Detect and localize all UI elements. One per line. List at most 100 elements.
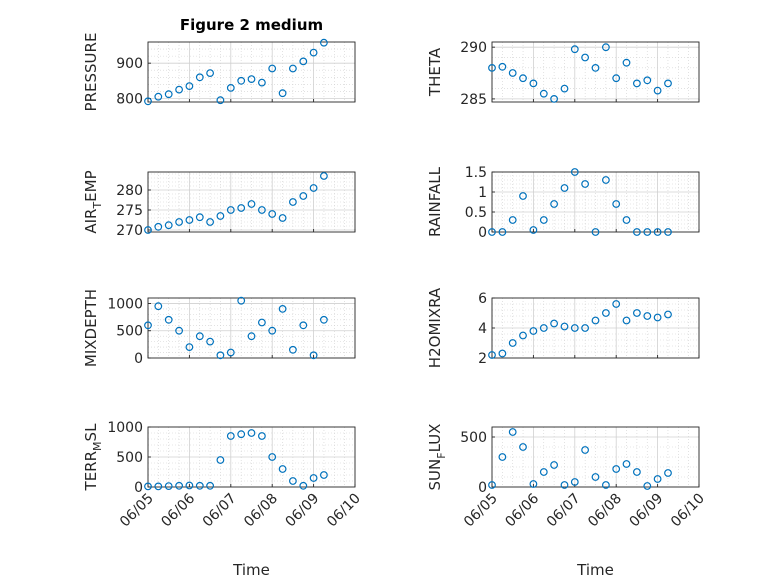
y-tick-label: 0 [478, 225, 487, 241]
figure-title: Figure 2 medium [180, 16, 323, 34]
y-tick-label: 6 [478, 291, 487, 307]
data-point [299, 321, 308, 330]
data-point [258, 318, 266, 327]
data-point [206, 218, 215, 226]
y-tick-label: 280 [116, 183, 143, 199]
data-point [195, 481, 204, 490]
y-tick-label: 1 [478, 185, 487, 201]
data-point [633, 228, 641, 236]
subplot-theta: 285 290 THETA [426, 40, 700, 108]
axes-box [147, 171, 356, 233]
data-point [195, 213, 204, 222]
y-tick-label: 285 [460, 92, 487, 108]
data-point [206, 69, 215, 77]
data-point [237, 430, 246, 439]
data-point [529, 327, 538, 335]
data-point [508, 69, 517, 77]
data-point [154, 222, 163, 231]
data-point [216, 96, 225, 105]
data-point [529, 480, 538, 488]
data-point [268, 453, 277, 461]
data-point [175, 481, 184, 490]
y-axis-label: TERRMSL [82, 423, 104, 492]
y-tick-label: 0 [478, 480, 487, 496]
data-point [643, 76, 652, 85]
data-series [144, 38, 328, 106]
y-axis-label: PRESSURE [82, 33, 100, 112]
data-point [664, 79, 672, 88]
data-point [612, 300, 621, 308]
data-point [519, 331, 527, 340]
y-axis-label: H2OMIXRA [426, 287, 444, 368]
data-point [570, 168, 579, 176]
x-axis-label: Time [232, 561, 270, 579]
y-tick-label: 1.5 [465, 165, 487, 181]
data-point [529, 79, 538, 88]
data-point [550, 319, 558, 328]
data-point [144, 97, 152, 106]
data-point [602, 43, 610, 52]
data-point [226, 348, 235, 357]
data-point [581, 446, 589, 454]
data-series [488, 168, 672, 236]
data-point [144, 226, 152, 234]
data-point [488, 351, 496, 359]
axes-box [491, 426, 700, 488]
data-point [539, 324, 548, 332]
data-point [560, 322, 569, 331]
data-point [237, 204, 246, 212]
data-point [602, 481, 610, 489]
data-point [622, 58, 631, 67]
subplot-air: 270 275 280 AIRTEMP [82, 170, 356, 239]
data-point [633, 309, 641, 317]
data-point [164, 482, 173, 491]
data-point [570, 324, 579, 332]
data-point [622, 460, 631, 468]
y-tick-label: 275 [116, 203, 143, 219]
data-point [581, 180, 589, 188]
data-point [164, 221, 173, 230]
data-series [144, 296, 328, 360]
data-point [195, 73, 204, 82]
data-point [309, 48, 318, 57]
y-tick-label: 500 [460, 430, 487, 446]
data-point [247, 200, 256, 208]
subplot-pressure: 800 900 PRESSURE Figure 2 medium [82, 16, 356, 112]
data-point [550, 461, 558, 469]
y-tick-label: 4 [478, 321, 487, 337]
data-series [144, 172, 328, 234]
data-point [278, 465, 287, 473]
data-point [508, 216, 517, 224]
data-point [653, 475, 662, 483]
data-point [560, 84, 569, 93]
data-point [278, 214, 287, 222]
data-point [560, 184, 569, 192]
data-point [309, 351, 318, 360]
y-axis-label: MIXDEPTH [82, 289, 100, 367]
data-point [175, 218, 184, 226]
data-point [539, 216, 548, 224]
data-point [268, 64, 277, 73]
data-point [216, 212, 225, 220]
data-point [643, 312, 652, 320]
y-tick-label: 0 [134, 351, 143, 367]
data-point [539, 89, 548, 98]
data-point [320, 38, 328, 47]
y-axis-label: SUNFLUX [426, 424, 448, 491]
data-point [519, 443, 527, 451]
data-point [268, 326, 277, 335]
data-point [488, 481, 496, 489]
data-point [508, 428, 517, 436]
data-point [591, 316, 600, 325]
data-point [529, 226, 538, 234]
axes-box [491, 41, 700, 103]
data-point [185, 216, 194, 224]
data-point [550, 200, 558, 208]
data-point [539, 468, 548, 476]
axes-box [491, 171, 700, 233]
data-point [633, 79, 641, 88]
y-tick-label: 270 [116, 223, 143, 239]
data-point [519, 192, 527, 200]
data-point [612, 74, 621, 83]
